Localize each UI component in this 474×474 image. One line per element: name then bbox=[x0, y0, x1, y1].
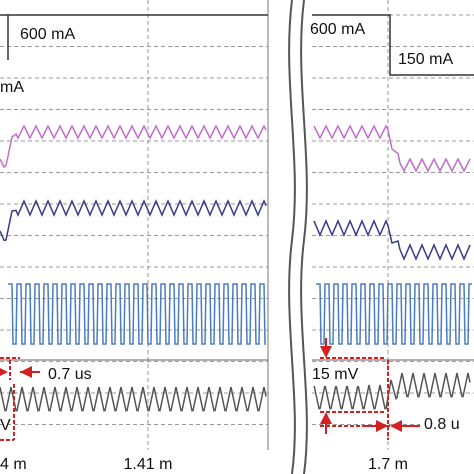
voltage-label: 15 mV bbox=[312, 366, 359, 383]
current-label: mA bbox=[0, 79, 24, 96]
label-bg bbox=[394, 48, 474, 70]
annotation-arrow bbox=[390, 420, 402, 432]
output-trace bbox=[313, 124, 471, 173]
label-bg bbox=[308, 364, 368, 386]
label-bg bbox=[44, 364, 108, 386]
axis-break bbox=[300, 0, 308, 474]
switch-trace bbox=[8, 283, 266, 345]
ripple-trace bbox=[313, 372, 471, 410]
current-label: 600 mA bbox=[310, 21, 365, 38]
annotation-arrow bbox=[0, 368, 8, 376]
output-trace bbox=[0, 124, 267, 169]
current-label: 600 mA bbox=[20, 26, 75, 43]
ripple-trace bbox=[0, 386, 267, 412]
axis-break bbox=[288, 0, 296, 474]
annotation-arrow bbox=[20, 366, 32, 378]
annotation-arrow bbox=[320, 346, 332, 358]
output-trace bbox=[0, 199, 267, 242]
time-label: 0.7 us bbox=[48, 366, 92, 383]
time-tick: 1.41 m bbox=[124, 456, 173, 473]
time-label: 0.8 u bbox=[424, 416, 460, 433]
current-trace bbox=[0, 14, 268, 60]
switch-trace bbox=[316, 283, 472, 345]
annotation-arrow bbox=[320, 412, 332, 424]
output-trace bbox=[313, 219, 471, 261]
current-label: 150 mA bbox=[398, 51, 453, 68]
current-trace bbox=[312, 14, 474, 76]
time-tick: 4 m bbox=[0, 456, 27, 473]
annotation-arrow bbox=[376, 420, 388, 432]
label-bg bbox=[14, 24, 100, 46]
time-tick: 1.7 m bbox=[368, 456, 408, 473]
waveforms bbox=[0, 0, 474, 450]
label-bg bbox=[420, 414, 474, 436]
voltage-label: V bbox=[0, 417, 11, 434]
